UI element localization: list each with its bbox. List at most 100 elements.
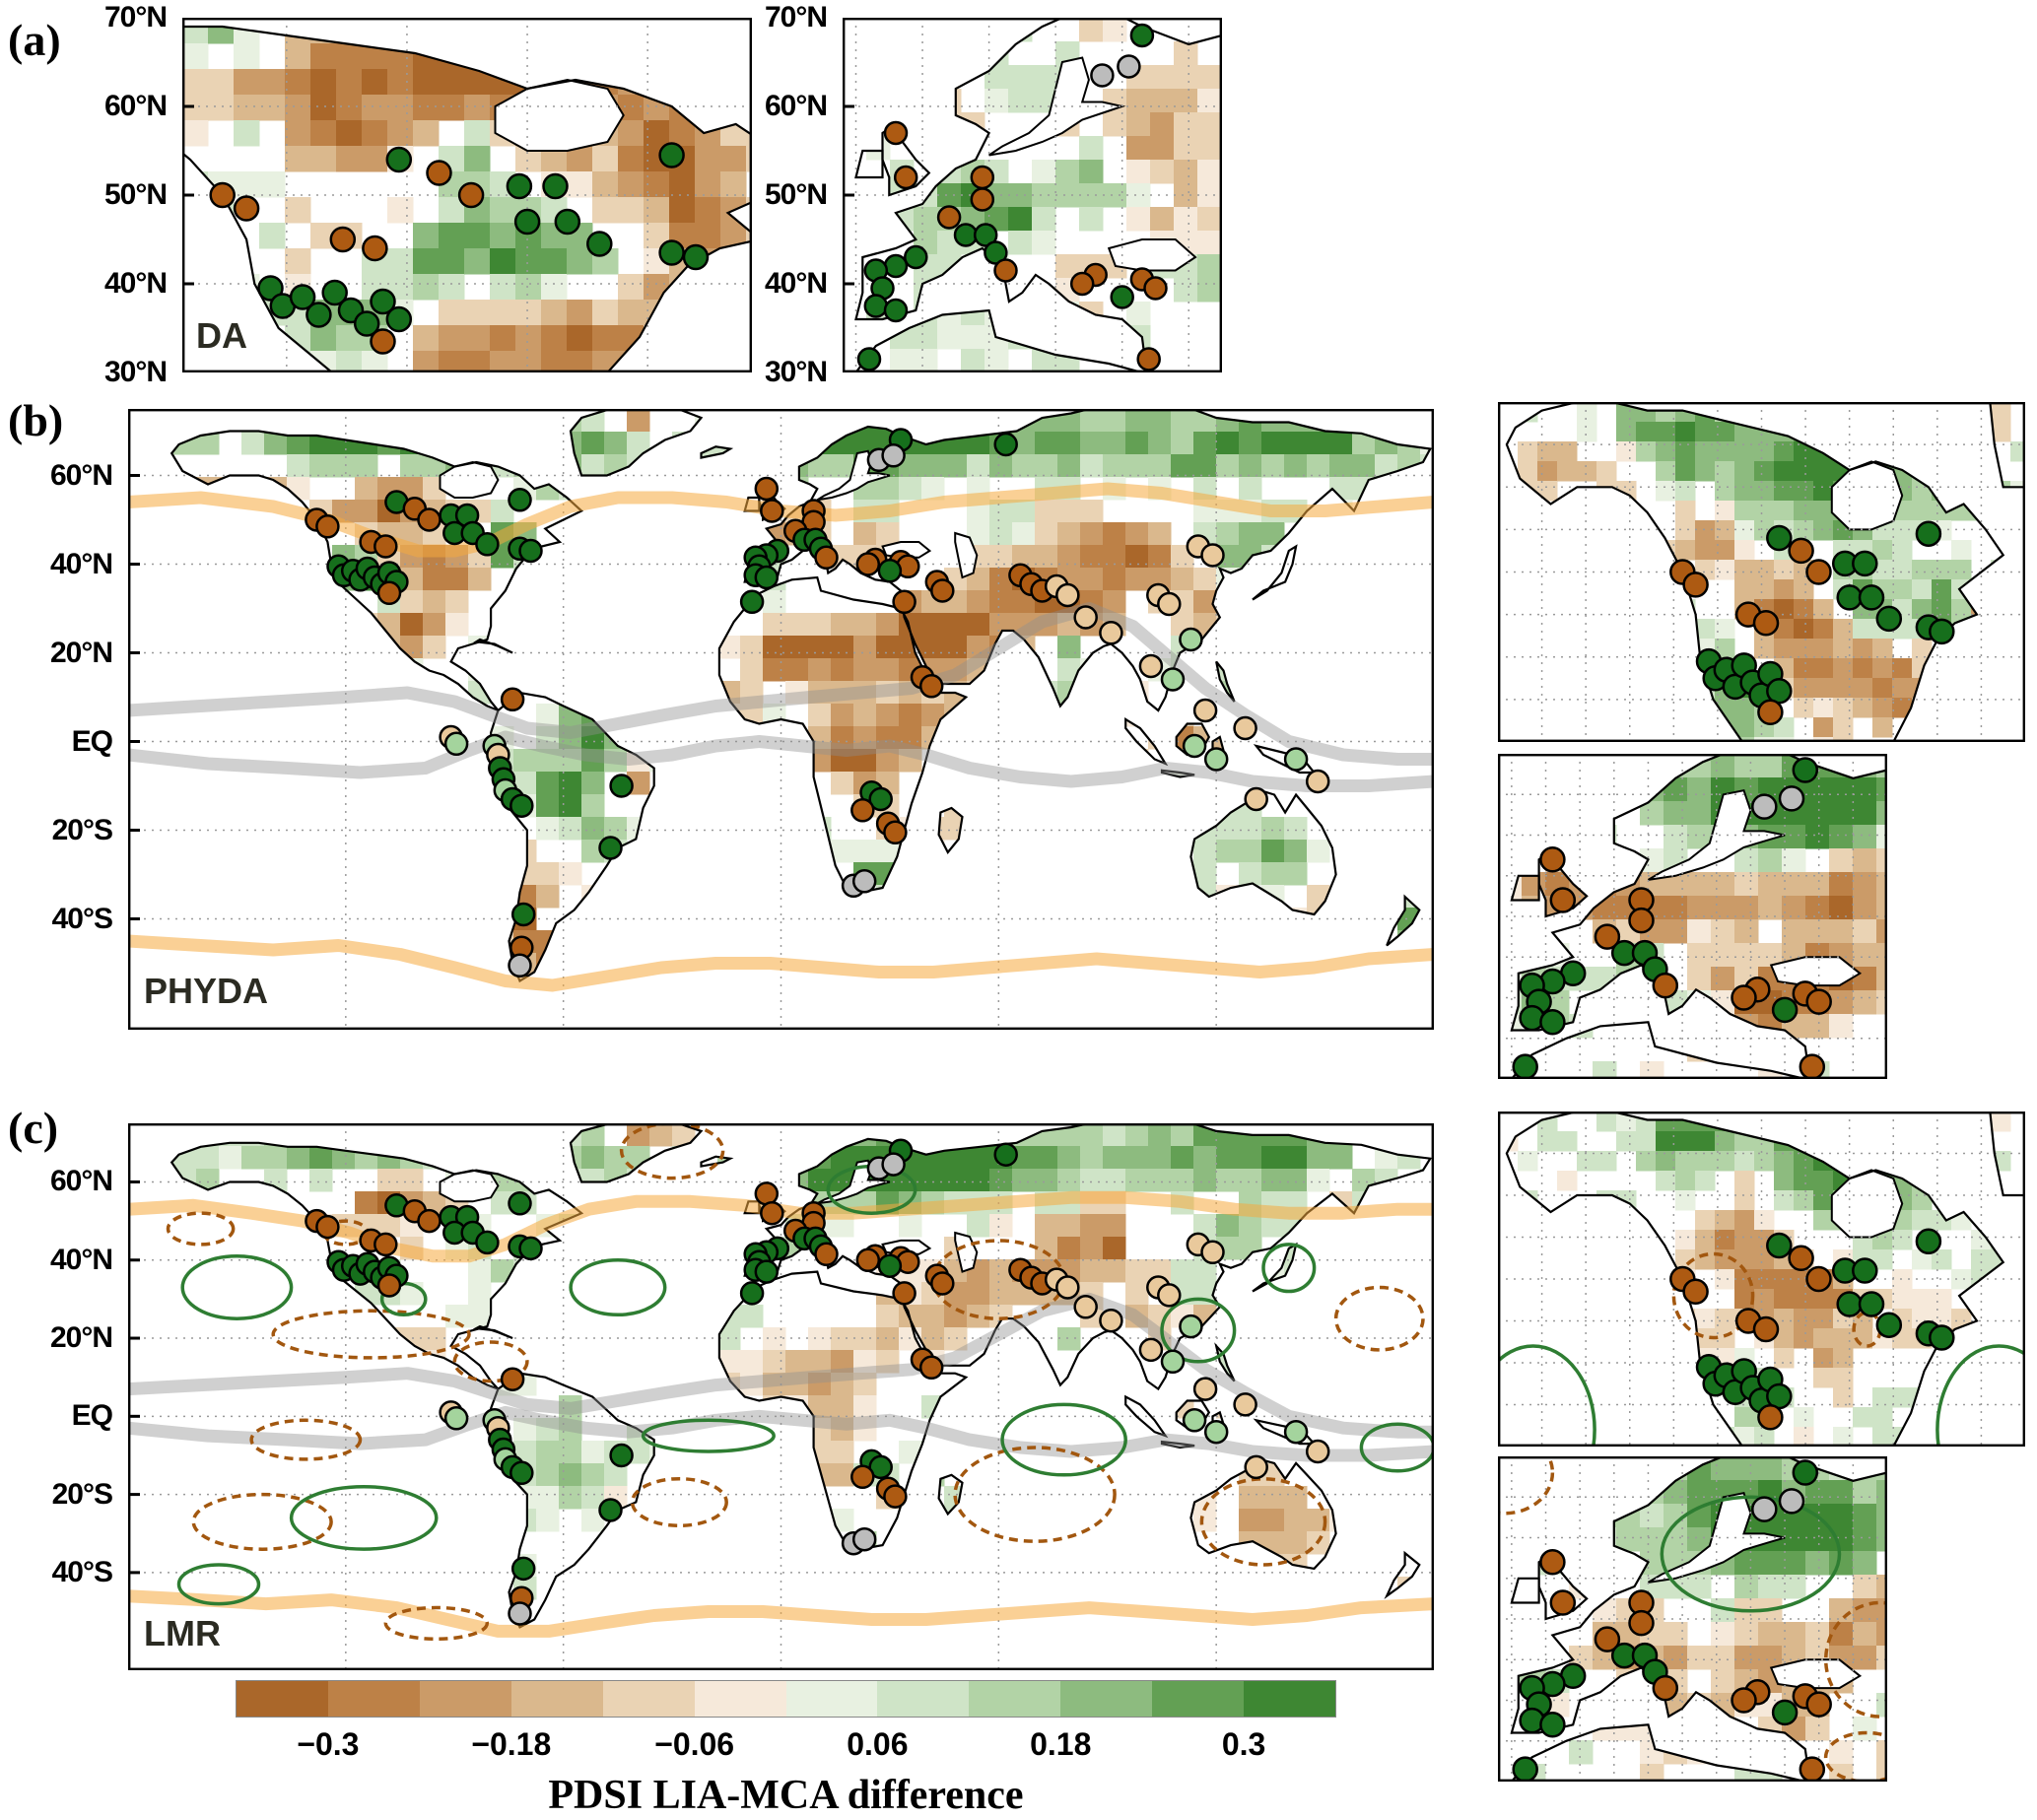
wetting-contour	[1660, 1495, 1842, 1613]
proxy-site-marker	[362, 235, 388, 262]
proxy-site-marker	[1682, 1278, 1709, 1306]
proxy-site-marker	[373, 1232, 398, 1257]
panel-label-c: (c)	[8, 1103, 59, 1153]
map-phyda-inset-europe	[1498, 754, 1887, 1079]
proxy-site-marker	[1805, 1691, 1832, 1718]
proxy-site-markers	[1669, 1228, 1955, 1431]
colorbar-segment	[602, 1681, 695, 1717]
proxy-site-marker	[1055, 582, 1080, 608]
proxy-site-marker	[1182, 733, 1207, 759]
proxy-site-marker	[1799, 1053, 1826, 1079]
colorbar-tick-label: 0.06	[847, 1726, 909, 1762]
proxy-site-marker	[1852, 1257, 1878, 1284]
proxy-site-marker	[863, 294, 889, 318]
proxy-site-marker	[970, 187, 995, 212]
proxy-site-marker	[754, 1181, 780, 1206]
map-label-lmr: LMR	[144, 1613, 221, 1653]
proxy-site-marker	[1244, 1454, 1268, 1480]
proxy-site-marker	[984, 240, 1008, 265]
proxy-site-marker	[376, 580, 402, 606]
proxy-site-marker	[904, 244, 928, 270]
lat-tick-label: 60°N	[49, 1165, 113, 1198]
proxy-site-marker	[370, 328, 396, 355]
coastlines	[1505, 1112, 2025, 1447]
wetting-contour	[180, 1254, 294, 1320]
colorbar-segment	[510, 1681, 603, 1717]
coastlines	[1505, 402, 2025, 742]
proxy-site-marker	[893, 165, 918, 190]
drying-contour	[249, 1418, 363, 1461]
proxy-site-marker	[930, 578, 955, 603]
proxy-site-marker	[509, 1460, 534, 1486]
drying-contour	[191, 1492, 333, 1551]
colorbar-segment	[327, 1681, 420, 1717]
proxy-site-marker	[1283, 1419, 1309, 1445]
proxy-site-marker	[1117, 54, 1141, 79]
proxy-site-marker	[930, 1271, 955, 1296]
proxy-site-markers	[305, 1138, 1330, 1626]
proxy-site-marker	[500, 1367, 525, 1391]
proxy-site-marker	[1549, 1589, 1577, 1616]
proxy-site-marker	[1192, 698, 1218, 723]
proxy-site-marker	[598, 1498, 623, 1522]
anomaly-contours	[166, 1123, 1434, 1642]
proxy-site-marker	[1073, 1295, 1098, 1319]
lat-tick-label: 30°N	[764, 356, 828, 388]
proxy-site-marker	[1915, 520, 1942, 547]
proxy-site-marker	[892, 1281, 917, 1306]
lat-tick-label: 20°N	[49, 1321, 113, 1355]
proxy-site-marker	[973, 223, 998, 247]
lat-tick-label: 40°N	[49, 547, 113, 580]
proxy-site-marker	[508, 953, 532, 978]
proxy-site-marker	[1757, 1404, 1784, 1431]
proxy-site-marker	[850, 798, 875, 823]
proxy-site-marker	[1233, 715, 1257, 741]
wetting-contour	[569, 1257, 667, 1317]
proxy-site-markers	[305, 428, 1330, 978]
drying-contour	[1199, 1477, 1327, 1567]
proxy-site-marker	[993, 258, 1018, 283]
proxy-site-marker	[1233, 1392, 1257, 1417]
proxy-site-marker	[1836, 584, 1863, 611]
proxy-site-marker	[1788, 1245, 1814, 1272]
proxy-site-marker	[877, 559, 903, 583]
wetting-contour	[289, 1484, 439, 1551]
proxy-site-marker	[868, 786, 893, 812]
proxy-site-marker	[1805, 1265, 1832, 1293]
colorbar-segment	[785, 1681, 878, 1717]
proxy-site-marker	[1594, 1626, 1621, 1652]
proxy-site-marker	[1512, 1756, 1538, 1782]
colorbar-segment	[969, 1681, 1061, 1717]
wetting-contour	[176, 1563, 261, 1606]
lat-tick-label: 40°N	[764, 267, 828, 300]
proxy-site-marker	[1160, 1349, 1186, 1375]
proxy-site-marker	[506, 172, 533, 200]
proxy-site-marker	[1752, 610, 1780, 637]
proxy-site-marker	[1875, 605, 1903, 633]
proxy-site-marker	[457, 181, 485, 209]
proxy-site-marker	[1539, 846, 1566, 873]
proxy-site-marker	[1138, 653, 1164, 679]
proxy-site-marker	[754, 476, 780, 502]
proxy-site-marker	[754, 565, 780, 590]
proxy-site-marker	[883, 820, 908, 845]
proxy-site-marker	[376, 1273, 402, 1298]
proxy-site-marker	[1836, 1291, 1863, 1317]
proxy-site-marker	[353, 310, 380, 337]
proxy-site-marker	[1799, 1756, 1826, 1782]
proxy-site-marker	[518, 538, 543, 564]
proxy-site-marker	[1731, 984, 1757, 1011]
colorbar-segment	[237, 1681, 328, 1717]
itcz-band	[128, 602, 1434, 792]
proxy-site-markers	[1512, 1459, 1832, 1782]
proxy-site-marker	[1192, 1377, 1218, 1401]
proxy-site-marker	[1143, 276, 1168, 301]
proxy-site-marker	[850, 1464, 875, 1490]
proxy-site-markers	[209, 142, 710, 355]
proxy-site-marker	[881, 443, 906, 468]
proxy-site-marker	[1757, 699, 1784, 726]
proxy-site-marker	[475, 1230, 500, 1255]
proxy-site-marker	[1055, 1275, 1080, 1300]
proxy-site-marker	[1305, 1439, 1330, 1464]
lat-tick-label: 40°N	[103, 267, 168, 300]
